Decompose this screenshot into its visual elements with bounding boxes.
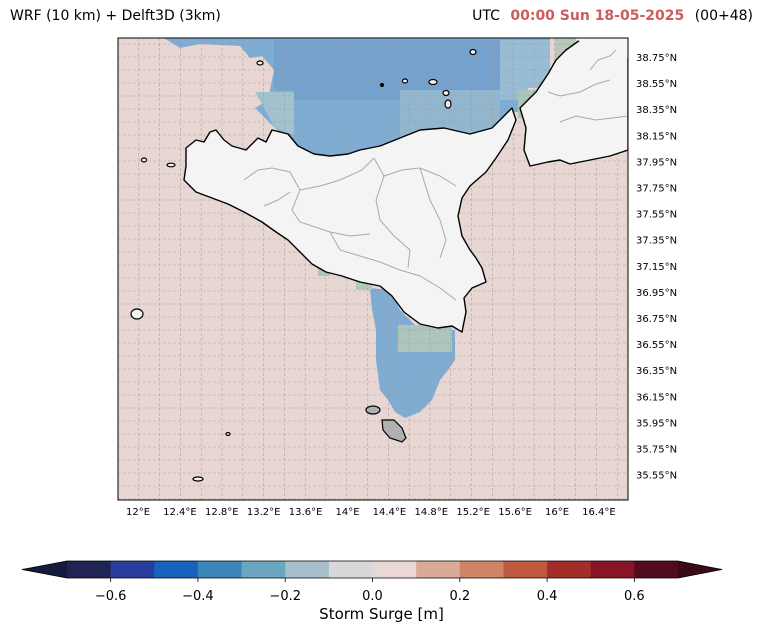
- lon-label: 14°E: [335, 507, 359, 518]
- colorbar-tick-label: 0.2: [449, 589, 470, 604]
- colorbar-segment: [285, 561, 330, 578]
- colorbar-segment: [67, 561, 112, 578]
- lon-label: 12.8°E: [205, 507, 239, 518]
- colorbar-segment: [547, 561, 592, 578]
- colorbar-tick-label: 0.4: [537, 589, 558, 604]
- lon-label: 16°E: [545, 507, 569, 518]
- lat-label: 36.55°N: [636, 340, 677, 351]
- colorbar-segment: [634, 561, 679, 578]
- lat-label: 36.75°N: [636, 314, 677, 325]
- lat-label: 36.95°N: [636, 288, 677, 299]
- lat-label: 37.15°N: [636, 262, 677, 273]
- lat-label: 38.75°N: [636, 53, 677, 64]
- colorbar-segment: [372, 561, 417, 578]
- pantelleria-island: [130, 308, 144, 320]
- lat-label: 36.15°N: [636, 392, 677, 403]
- latitude-labels: 38.75°N 38.55°N 38.35°N 38.15°N 37.95°N 37.75…: [636, 53, 677, 482]
- colorbar-ticks: −0.6 −0.4 −0.2 0.0 0.2 0.4 0.6: [95, 578, 645, 604]
- italy-north-coast: [575, 38, 628, 58]
- lat-label: 37.55°N: [636, 210, 677, 221]
- lat-label: 38.55°N: [636, 79, 677, 90]
- lon-label: 14.4°E: [373, 507, 407, 518]
- colorbar-under-extend: [22, 561, 67, 578]
- colorbar-over-extend: [678, 561, 722, 578]
- malta-island: [381, 419, 407, 443]
- province-borders: [243, 49, 628, 301]
- map-frame: [117, 37, 629, 501]
- lon-label: 13.6°E: [289, 507, 323, 518]
- lat-label: 37.95°N: [636, 157, 677, 168]
- colorbar-segment: [459, 561, 504, 578]
- colorbar-segment: [590, 561, 635, 578]
- lon-label: 15.6°E: [498, 507, 532, 518]
- valid-time-header: UTC 00:00 Sun 18-05-2025 (00+48): [472, 8, 753, 24]
- forecast-step: (00+48): [694, 8, 753, 24]
- colorbar-segment: [110, 561, 155, 578]
- lon-label: 12°E: [126, 507, 150, 518]
- lon-label: 13.2°E: [247, 507, 281, 518]
- model-title: WRF (10 km) + Delft3D (3km): [10, 8, 221, 24]
- lat-label: 38.35°N: [636, 105, 677, 116]
- lat-label: 37.75°N: [636, 184, 677, 195]
- colorbar-tick-label: −0.2: [269, 589, 301, 604]
- ustica-island: [256, 60, 264, 66]
- lon-label: 15.2°E: [456, 507, 490, 518]
- lat-label: 35.55°N: [636, 471, 677, 482]
- colorbar-outline: [21, 560, 723, 579]
- sicily-land: [183, 107, 517, 333]
- lat-label: 37.35°N: [636, 236, 677, 247]
- lat-label: 35.75°N: [636, 445, 677, 456]
- colorbar-segment: [328, 561, 373, 578]
- colorbar: [21, 560, 723, 579]
- colorbar-tick-label: 0.0: [362, 589, 383, 604]
- colorbar-tick-label: 0.6: [624, 589, 645, 604]
- colorbar-segment: [241, 561, 286, 578]
- colorbar-tick-label: −0.6: [95, 589, 127, 604]
- lat-label: 35.95°N: [636, 418, 677, 429]
- gozo-island: [365, 405, 381, 415]
- longitude-labels: 12°E 12.4°E 12.8°E 13.2°E 13.6°E 14°E 14.4°E 14…: [126, 507, 616, 518]
- islands: [130, 48, 477, 482]
- colorbar-label: Storm Surge [m]: [319, 605, 444, 623]
- colorbar-tick-label: −0.4: [182, 589, 214, 604]
- lat-label: 36.35°N: [636, 366, 677, 377]
- lat-label: 38.15°N: [636, 131, 677, 142]
- colorbar-segment: [416, 561, 461, 578]
- lon-label: 12.4°E: [163, 507, 197, 518]
- colorbar-segment: [197, 561, 243, 578]
- calabria-land: [519, 38, 628, 167]
- colorbar-segment: [154, 561, 199, 578]
- colorbar-segment: [503, 561, 548, 578]
- lon-label: 14.8°E: [415, 507, 449, 518]
- lon-label: 16.4°E: [582, 507, 616, 518]
- utc-label: UTC: [472, 8, 500, 24]
- valid-time: 00:00 Sun 18-05-2025: [510, 8, 685, 24]
